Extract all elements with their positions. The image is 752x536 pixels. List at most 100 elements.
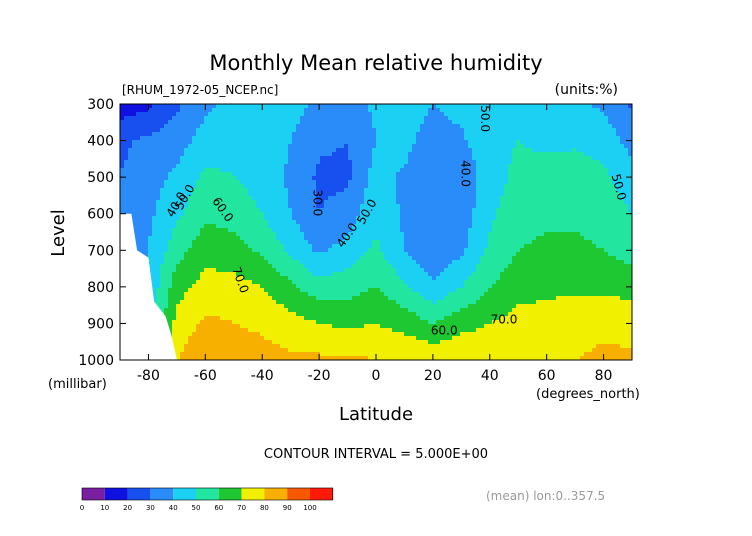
contour-cell bbox=[148, 196, 153, 201]
contour-cell bbox=[360, 116, 365, 121]
contour-cell bbox=[312, 288, 317, 293]
contour-cell bbox=[328, 144, 333, 149]
contour-cell bbox=[396, 252, 401, 257]
contour-cell bbox=[232, 324, 237, 329]
contour-cell bbox=[152, 152, 157, 157]
contour-cell bbox=[132, 148, 137, 153]
contour-cell bbox=[344, 112, 349, 117]
contour-cell bbox=[288, 136, 293, 141]
contour-cell bbox=[300, 328, 305, 333]
contour-cell bbox=[324, 352, 329, 357]
contour-cell bbox=[152, 236, 157, 241]
contour-cell bbox=[216, 268, 221, 273]
contour-cell bbox=[412, 216, 417, 221]
contour-cell bbox=[248, 248, 253, 253]
contour-cell bbox=[128, 124, 133, 129]
contour-cell bbox=[288, 288, 293, 293]
contour-cell bbox=[252, 136, 257, 141]
contour-cell bbox=[344, 156, 349, 161]
contour-cell bbox=[372, 200, 377, 205]
contour-cell bbox=[172, 188, 177, 193]
contour-cell bbox=[396, 352, 401, 357]
contour-cell bbox=[136, 112, 141, 117]
contour-cell bbox=[248, 204, 253, 209]
contour-cell bbox=[424, 188, 429, 193]
contour-cell bbox=[224, 212, 229, 217]
contour-cell bbox=[316, 340, 321, 345]
contour-cell bbox=[404, 164, 409, 169]
contour-cell bbox=[340, 152, 345, 157]
contour-cell bbox=[192, 120, 197, 125]
contour-cell bbox=[292, 128, 297, 133]
contour-cell bbox=[428, 316, 433, 321]
contour-cell bbox=[396, 168, 401, 173]
contour-cell bbox=[380, 252, 385, 257]
contour-cell bbox=[332, 288, 337, 293]
contour-cell bbox=[196, 308, 201, 313]
contour-cell bbox=[416, 324, 421, 329]
contour-cell bbox=[328, 236, 333, 241]
contour-cell bbox=[308, 248, 313, 253]
contour-cell bbox=[296, 192, 301, 197]
contour-cell bbox=[412, 152, 417, 157]
contour-cell bbox=[200, 204, 205, 209]
contour-cell bbox=[324, 344, 329, 349]
contour-cell bbox=[384, 340, 389, 345]
contour-cell bbox=[212, 304, 217, 309]
contour-cell bbox=[408, 168, 413, 173]
contour-cell bbox=[288, 156, 293, 161]
contour-cell bbox=[328, 280, 333, 285]
contour-cell bbox=[208, 120, 213, 125]
contour-cell bbox=[260, 336, 265, 341]
contour-cell bbox=[264, 172, 269, 177]
contour-cell bbox=[412, 292, 417, 297]
contour-cell bbox=[236, 276, 241, 281]
contour-cell bbox=[224, 120, 229, 125]
contour-cell bbox=[276, 272, 281, 277]
contour-cell bbox=[144, 164, 149, 169]
contour-cell bbox=[172, 216, 177, 221]
contour-cell bbox=[212, 276, 217, 281]
contour-cell bbox=[308, 228, 313, 233]
contour-cell bbox=[392, 312, 397, 317]
contour-cell bbox=[400, 220, 405, 225]
contour-cell bbox=[300, 240, 305, 245]
contour-cell bbox=[256, 224, 261, 229]
contour-cell bbox=[272, 112, 277, 117]
contour-cell bbox=[336, 132, 341, 137]
contour-cell bbox=[220, 276, 225, 281]
contour-cell bbox=[216, 340, 221, 345]
contour-cell bbox=[168, 224, 173, 229]
contour-cell bbox=[196, 284, 201, 289]
contour-cell bbox=[312, 160, 317, 165]
contour-cell bbox=[200, 324, 205, 329]
contour-cell bbox=[160, 120, 165, 125]
contour-cell bbox=[184, 236, 189, 241]
contour-cell bbox=[320, 204, 325, 209]
contour-cell bbox=[168, 108, 173, 113]
contour-cell bbox=[316, 144, 321, 149]
contour-cell bbox=[352, 232, 357, 237]
contour-cell bbox=[376, 112, 381, 117]
contour-cell bbox=[316, 272, 321, 277]
contour-cell bbox=[420, 244, 425, 249]
contour-cell bbox=[388, 256, 393, 261]
contour-cell bbox=[220, 116, 225, 121]
contour-cell bbox=[192, 324, 197, 329]
contour-cell bbox=[380, 112, 385, 117]
contour-cell bbox=[368, 152, 373, 157]
contour-cell bbox=[336, 312, 341, 317]
contour-cell bbox=[392, 260, 397, 265]
contour-cell bbox=[188, 300, 193, 305]
contour-cell bbox=[356, 184, 361, 189]
contour-cell bbox=[408, 128, 413, 133]
contour-cell bbox=[292, 272, 297, 277]
contour-cell bbox=[332, 116, 337, 121]
contour-cell bbox=[396, 160, 401, 165]
contour-cell bbox=[220, 160, 225, 165]
contour-cell bbox=[124, 196, 129, 201]
contour-cell bbox=[316, 176, 321, 181]
contour-cell bbox=[160, 248, 165, 253]
contour-cell bbox=[128, 180, 133, 185]
contour-cell bbox=[252, 352, 257, 357]
